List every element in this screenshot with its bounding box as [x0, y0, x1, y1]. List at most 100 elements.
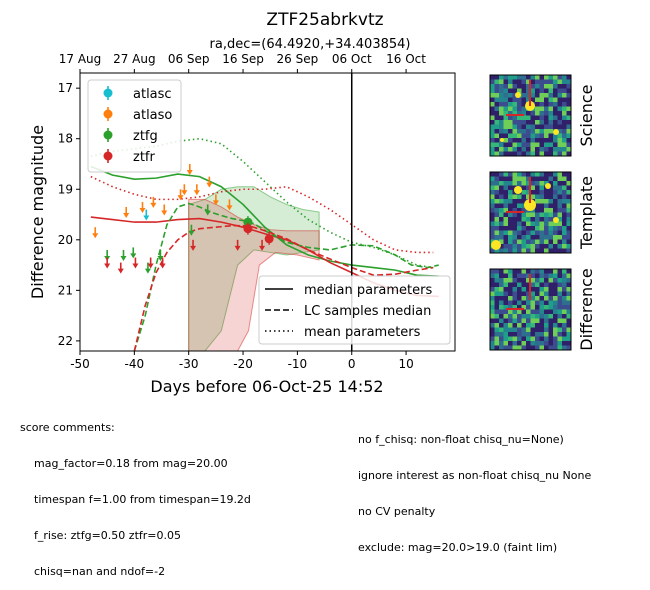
cutout-pixel	[530, 138, 536, 143]
cutout-pixel	[530, 172, 536, 177]
cutout-pixel	[499, 151, 504, 157]
cutout-pixel	[544, 226, 549, 231]
cutout-pixel	[508, 244, 513, 249]
detection-dot	[264, 234, 274, 244]
cutout-pixel	[512, 176, 518, 182]
cutout-pixel	[539, 318, 545, 324]
cutout-pixel	[512, 273, 518, 279]
cutout-pixel	[512, 181, 518, 186]
detection-dot	[243, 224, 253, 234]
cutout-pixel	[499, 75, 504, 80]
cutout-pixel	[562, 181, 567, 186]
cutout-pixel	[526, 341, 531, 346]
cutout-pixel	[566, 138, 572, 143]
cutout-pixel	[562, 230, 567, 236]
cutout-pixel	[503, 217, 509, 222]
cutout-pixel	[562, 172, 567, 177]
cutout-pixel	[530, 332, 536, 337]
cutout-pixel	[490, 79, 495, 85]
cutout-pixel	[566, 190, 572, 195]
cutout-pixel	[553, 291, 558, 297]
cutout-pixel	[535, 185, 540, 191]
cutout-pixel	[517, 217, 522, 222]
cutout-pixel	[548, 181, 554, 186]
cutout-pixel	[539, 181, 545, 186]
cutout-pixel	[562, 217, 567, 222]
plot-frame	[79, 72, 456, 352]
upper-limit-marker	[143, 209, 150, 221]
cutout-pixel	[544, 269, 549, 274]
cutout-pixel	[535, 93, 540, 98]
cutout-pixel	[566, 282, 572, 288]
cutout-pixel	[517, 88, 522, 94]
cutout-pixel	[566, 239, 572, 245]
cutout-pixel	[562, 102, 567, 107]
cutout-pixel	[539, 142, 545, 148]
model-uncertainty-bands	[188, 186, 320, 351]
cutout-pixel	[530, 278, 536, 283]
cutout-pixel	[539, 102, 545, 107]
cutout-pixel	[517, 120, 522, 125]
cutout-pixel	[566, 212, 572, 218]
upper-limit-head	[157, 255, 164, 261]
upper-limit-head	[120, 255, 127, 261]
cutout-pixel	[517, 327, 522, 333]
cutout-pixel	[530, 124, 536, 130]
upper-limit-head	[147, 263, 154, 269]
cutout-pixel	[535, 305, 540, 310]
cutout-pixel	[521, 244, 527, 249]
cutout-pixel	[521, 305, 527, 310]
cutout-pixel	[508, 190, 513, 195]
cutout-pixel	[521, 273, 527, 279]
cutout-pixel	[530, 309, 536, 315]
cutout-pixel	[503, 106, 509, 112]
cutout-pixel	[530, 79, 536, 85]
cutout-pixel	[512, 345, 518, 351]
cutout-pixel	[490, 273, 495, 279]
cutout-pixel	[548, 111, 554, 116]
cutout-pixel	[553, 314, 558, 319]
cutout-pixel	[539, 230, 545, 236]
cutout-label: Science	[577, 84, 596, 146]
cutout-pixel	[517, 287, 522, 292]
legend-marker	[103, 88, 113, 98]
cutout-pixel	[530, 142, 536, 148]
cutout-pixel	[544, 291, 549, 297]
cutout-pixel	[499, 120, 504, 125]
top-tick-label: 06 Oct	[332, 52, 372, 66]
cutout-pixel	[494, 199, 500, 204]
cutout-pixel	[512, 199, 518, 204]
cutout-pixel	[553, 345, 558, 351]
cutout-pixel	[499, 93, 504, 98]
cutout-pixel	[557, 282, 563, 288]
cutout-pixel	[562, 296, 567, 301]
upper-limit-marker	[190, 239, 197, 251]
cutout-pixel	[526, 296, 531, 301]
cutout-pixel	[512, 226, 518, 231]
cutout-pixel	[503, 185, 509, 191]
cutout-pixel	[508, 120, 513, 125]
cutout-pixel	[557, 111, 563, 116]
cutout-pixel	[517, 345, 522, 351]
cutout-pixel	[499, 282, 504, 288]
upper-limit-marker	[181, 184, 188, 196]
cutout-pixel	[508, 106, 513, 112]
cutout-pixel	[530, 190, 536, 195]
cutout-pixel	[535, 336, 540, 342]
cutout-pixel	[503, 221, 509, 227]
cutout-pixel	[512, 194, 518, 200]
cutout-pixel	[490, 248, 495, 254]
cutout-pixel	[539, 133, 545, 139]
upper-limit-marker	[206, 176, 213, 188]
cutout-pixel	[517, 221, 522, 227]
cutout-pixel	[544, 221, 549, 227]
cutout-pixel	[544, 327, 549, 333]
cutout-pixel	[508, 79, 513, 85]
cutout-pixel	[503, 287, 509, 292]
cutout-pixel	[553, 124, 558, 130]
cutout-pixel	[553, 309, 558, 315]
cutout-pixel	[539, 75, 545, 80]
cutout-pixel	[490, 345, 495, 351]
cutout-pixel	[490, 147, 495, 152]
x-tick-label: 0	[348, 357, 356, 371]
